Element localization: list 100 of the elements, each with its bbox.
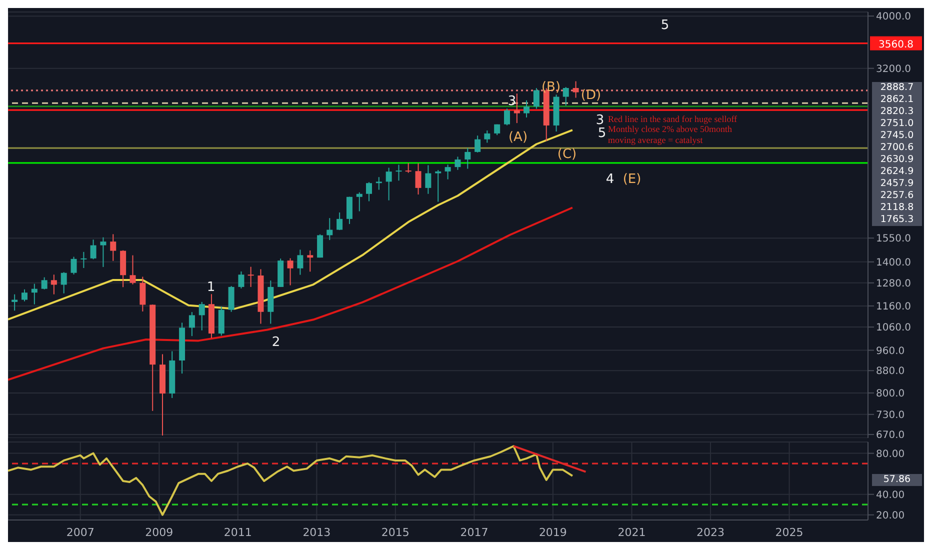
candlestick <box>386 167 392 201</box>
text: 2888.7 <box>872 82 922 94</box>
candlestick <box>41 276 48 290</box>
annotation: 3 <box>596 113 604 128</box>
candlestick <box>524 100 530 118</box>
y-tick-label: 1400.0 <box>876 257 911 268</box>
y-tick-label: 1550.0 <box>876 234 911 245</box>
x-tick-label: 2023 <box>696 526 724 539</box>
annotation: 5 <box>660 18 670 33</box>
text: 2257.6 <box>872 190 922 202</box>
candlestick <box>425 164 432 194</box>
y-tick-label: 670.0 <box>876 430 905 442</box>
text: 2630.9 <box>872 154 922 166</box>
candlestick <box>317 234 324 258</box>
candlestick <box>287 258 294 286</box>
candlestick <box>396 164 402 182</box>
candlestick <box>31 283 38 305</box>
y-tick-label: 960.0 <box>876 346 905 357</box>
x-tick-label: 2015 <box>381 526 410 539</box>
annotation: 5 <box>598 126 606 141</box>
y-tick-label: 800.0 <box>876 388 905 400</box>
y-tick-label: 1060.0 <box>876 322 911 334</box>
candlestick <box>415 162 422 195</box>
y-tick-label: 40.00 <box>876 490 905 501</box>
y-tick-label: 1280.0 <box>876 278 911 290</box>
candlestick <box>238 270 244 289</box>
candlestick <box>90 239 96 260</box>
x-tick-label: 2007 <box>66 526 94 539</box>
candlestick <box>297 249 304 276</box>
candlestick <box>444 164 451 180</box>
text: 2624.9 <box>872 166 922 178</box>
annotation: 1 <box>206 280 216 295</box>
x-tick-label: 2009 <box>145 526 174 539</box>
text: 2862.1 <box>872 94 922 106</box>
candlestick <box>474 135 481 153</box>
candlestick <box>188 312 195 337</box>
candlestick <box>405 162 412 174</box>
candlestick <box>572 80 579 98</box>
annotation: 3 <box>508 94 516 109</box>
x-tick-label: 2013 <box>302 526 331 539</box>
ref-line-label: 3560.8 <box>878 39 914 50</box>
candlestick <box>562 86 569 106</box>
candlestick <box>484 130 490 144</box>
x-tick-label: 2019 <box>538 526 567 539</box>
candlestick <box>307 250 314 272</box>
x-tick-label: 2017 <box>460 526 488 539</box>
candlestick <box>21 288 28 302</box>
annotation: 4 <box>606 172 614 187</box>
text: 1765.3 <box>872 214 922 226</box>
candlestick <box>514 93 520 124</box>
annotation: (A) <box>508 130 528 145</box>
line-series <box>8 129 574 320</box>
candlestick <box>346 196 352 224</box>
y-tick-label: 3200.0 <box>876 64 911 75</box>
y-tick-label: 1160.0 <box>876 301 911 312</box>
text: 2457.9 <box>872 178 922 190</box>
candlestick <box>12 294 18 312</box>
annotation: (C) <box>557 147 577 162</box>
candlestick <box>110 234 116 262</box>
y-tick-label: 20.00 <box>876 510 905 522</box>
candlestick <box>80 251 87 269</box>
candlestick <box>376 176 382 190</box>
candlestick <box>504 108 510 126</box>
annotation: 2 <box>272 335 280 350</box>
candlestick <box>50 274 57 295</box>
annotation: (D) <box>580 88 602 103</box>
candlestick <box>70 256 77 275</box>
y-tick-label: 80.00 <box>876 448 905 460</box>
x-tick-label: 2025 <box>775 526 804 539</box>
candlestick <box>336 212 343 231</box>
annotation: (E) <box>622 172 642 187</box>
y-tick-label: 730.0 <box>876 410 905 421</box>
candlestick <box>435 169 442 202</box>
line-series <box>8 445 574 516</box>
candlestick <box>454 156 461 170</box>
candlestick <box>100 236 106 268</box>
text: 2118.8 <box>872 202 922 214</box>
candlestick <box>248 266 254 288</box>
candlestick <box>198 301 205 331</box>
y-tick-label: 4000.0 <box>876 12 911 23</box>
candlestick <box>60 272 67 294</box>
candlestick <box>140 276 146 312</box>
candlestick <box>533 88 540 110</box>
annotation: Red line in the sand for huge selloff Monthly close 2% above 50month moving average = catalyst <box>608 114 738 146</box>
candlestick <box>228 286 234 312</box>
candlestick <box>464 147 471 170</box>
text: 2751.0 <box>872 118 922 130</box>
text: 57.86 <box>872 474 922 486</box>
candlestick <box>366 182 372 202</box>
candlestick <box>218 306 224 336</box>
candlestick <box>326 218 333 241</box>
text: 2700.6 <box>872 142 922 154</box>
x-tick-label: 2021 <box>618 526 646 539</box>
y-tick-label: 880.0 <box>876 366 905 378</box>
candlestick <box>130 254 136 285</box>
text: 2820.3 <box>872 106 922 118</box>
candlestick <box>356 192 362 212</box>
line-series <box>8 206 574 381</box>
text: 2745.0 <box>872 130 922 142</box>
x-tick-label: 2011 <box>224 526 252 539</box>
